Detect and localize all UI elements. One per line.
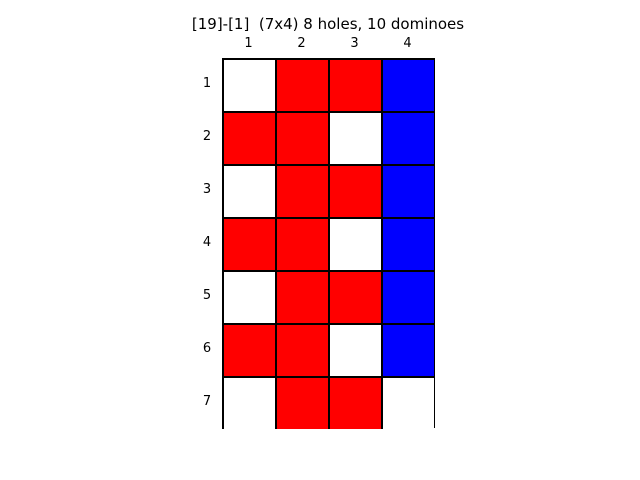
grid-cell-vertical-domino-r2-c4 [381,111,434,164]
grid-cell-horizontal-domino-r3-c2 [275,164,328,217]
grid-cell-hole-r6-c3 [328,323,381,376]
grid-cell-horizontal-domino-r2-c2 [275,111,328,164]
column-label-1: 1 [244,36,253,51]
column-label-2: 2 [297,36,306,51]
row-label-1: 1 [202,76,212,91]
grid-cell-vertical-domino-r1-c4 [381,58,434,111]
grid-cell-hole-r2-c3 [328,111,381,164]
figure-title: [19]-[1] (7x4) 8 holes, 10 dominoes [191,15,465,33]
row-label-5: 5 [202,288,212,303]
row-label-2: 2 [202,129,212,144]
grid-cell-horizontal-domino-r5-c3 [328,270,381,323]
grid-cell-horizontal-domino-r4-c1 [222,217,275,270]
grid-cell-vertical-domino-r3-c4 [381,164,434,217]
grid-cell-hole-r7-c4 [381,376,434,429]
grid-cell-horizontal-domino-r4-c2 [275,217,328,270]
grid-cell-horizontal-domino-r7-c3 [328,376,381,429]
grid-cell-horizontal-domino-r1-c3 [328,58,381,111]
grid-cell-hole-r5-c1 [222,270,275,323]
grid-cell-horizontal-domino-r2-c1 [222,111,275,164]
grid-cell-horizontal-domino-r1-c2 [275,58,328,111]
row-label-3: 3 [202,182,212,197]
row-label-4: 4 [202,235,212,250]
column-label-4: 4 [403,36,412,51]
grid-cell-vertical-domino-r4-c4 [381,217,434,270]
row-label-6: 6 [202,341,212,356]
grid-cell-hole-r3-c1 [222,164,275,217]
grid-cell-horizontal-domino-r6-c2 [275,323,328,376]
grid-cell-vertical-domino-r5-c4 [381,270,434,323]
domino-grid [222,58,435,429]
grid-cell-horizontal-domino-r6-c1 [222,323,275,376]
grid-cell-hole-r7-c1 [222,376,275,429]
grid-cell-hole-r4-c3 [328,217,381,270]
grid-cell-horizontal-domino-r7-c2 [275,376,328,429]
grid-cell-horizontal-domino-r3-c3 [328,164,381,217]
grid-cell-vertical-domino-r6-c4 [381,323,434,376]
row-label-7: 7 [202,394,212,409]
grid-cell-horizontal-domino-r5-c2 [275,270,328,323]
grid-cell-hole-r1-c1 [222,58,275,111]
column-label-3: 3 [350,36,359,51]
